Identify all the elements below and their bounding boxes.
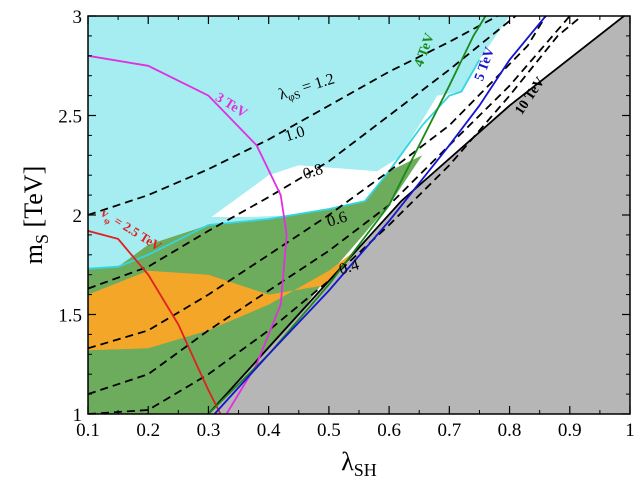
x-axis-label: λSH xyxy=(341,447,377,480)
ticks-layer: 0.1 0.2 0.3 0.4 0.5 0.6 0.7 0.8 0.9 1 1 1.5 2 2.5 3 xyxy=(58,7,635,441)
y-axis-label-sub: S xyxy=(32,234,52,244)
x-tick-label: 0.9 xyxy=(558,420,582,441)
line-lambda-0.4 xyxy=(88,16,583,414)
line-lambda-1.0 xyxy=(88,16,517,290)
annotation-label-06-main: 0.6 xyxy=(325,209,349,231)
annotation-label-25tev-sub: φ xyxy=(102,215,112,227)
x-tick-label: 0.8 xyxy=(498,420,522,441)
annotation-label-lambda-12-sub: φS xyxy=(287,89,302,104)
cyan-border xyxy=(88,59,481,270)
annotation-label-08: 0.8 xyxy=(301,161,325,183)
line-lambda-0.6 xyxy=(88,16,571,395)
y-axis-label-group: mS [TeV] xyxy=(19,166,52,264)
line-vphi-3 xyxy=(88,54,288,414)
gray-border xyxy=(207,16,625,414)
region-orange-texture xyxy=(88,151,480,351)
line-lambda-1.2 xyxy=(88,16,498,216)
line-vphi-5 xyxy=(213,16,547,414)
x-axis-label-sub: SH xyxy=(354,460,377,480)
y-axis-label-unit: [TeV] xyxy=(19,166,48,234)
line-vphi-2.5 xyxy=(88,230,222,414)
region-borders-layer xyxy=(88,16,625,414)
region-green-texture xyxy=(88,155,423,414)
x-tick-label: 0.6 xyxy=(377,420,401,441)
contour-lines-layer xyxy=(88,16,583,414)
region-cyan-texture xyxy=(88,16,510,269)
y-axis-label-main: m xyxy=(19,244,48,264)
y-tick-label: 3 xyxy=(73,7,83,28)
x-tick-label: 0.1 xyxy=(76,420,100,441)
x-tick-label: 0.5 xyxy=(317,420,341,441)
y-axis-label: mS [TeV] xyxy=(19,166,52,264)
annotation-label-06: 0.6 xyxy=(325,209,349,231)
x-tick-label: 0.3 xyxy=(197,420,221,441)
regions-layer xyxy=(88,16,630,414)
region-gray-texture xyxy=(208,16,630,414)
annotation-label-04: 0.4 xyxy=(337,256,361,278)
y-tick-label: 2.5 xyxy=(58,107,82,128)
annotation-label-08-main: 0.8 xyxy=(301,161,325,183)
y-tick-label: 2 xyxy=(73,206,83,227)
x-axis-label-main: λ xyxy=(341,447,354,476)
annotation-label-04-main: 0.4 xyxy=(337,256,361,278)
annotation-label-10-main: 1.0 xyxy=(283,123,307,145)
y-tick-label: 1 xyxy=(73,405,83,426)
x-tick-label: 0.4 xyxy=(257,420,281,441)
x-tick-label: 1 xyxy=(625,420,635,441)
x-tick-label: 0.2 xyxy=(136,420,160,441)
x-tick-label: 0.7 xyxy=(437,420,461,441)
y-tick-label: 1.5 xyxy=(58,306,82,327)
annotation-label-10: 1.0 xyxy=(283,123,307,145)
